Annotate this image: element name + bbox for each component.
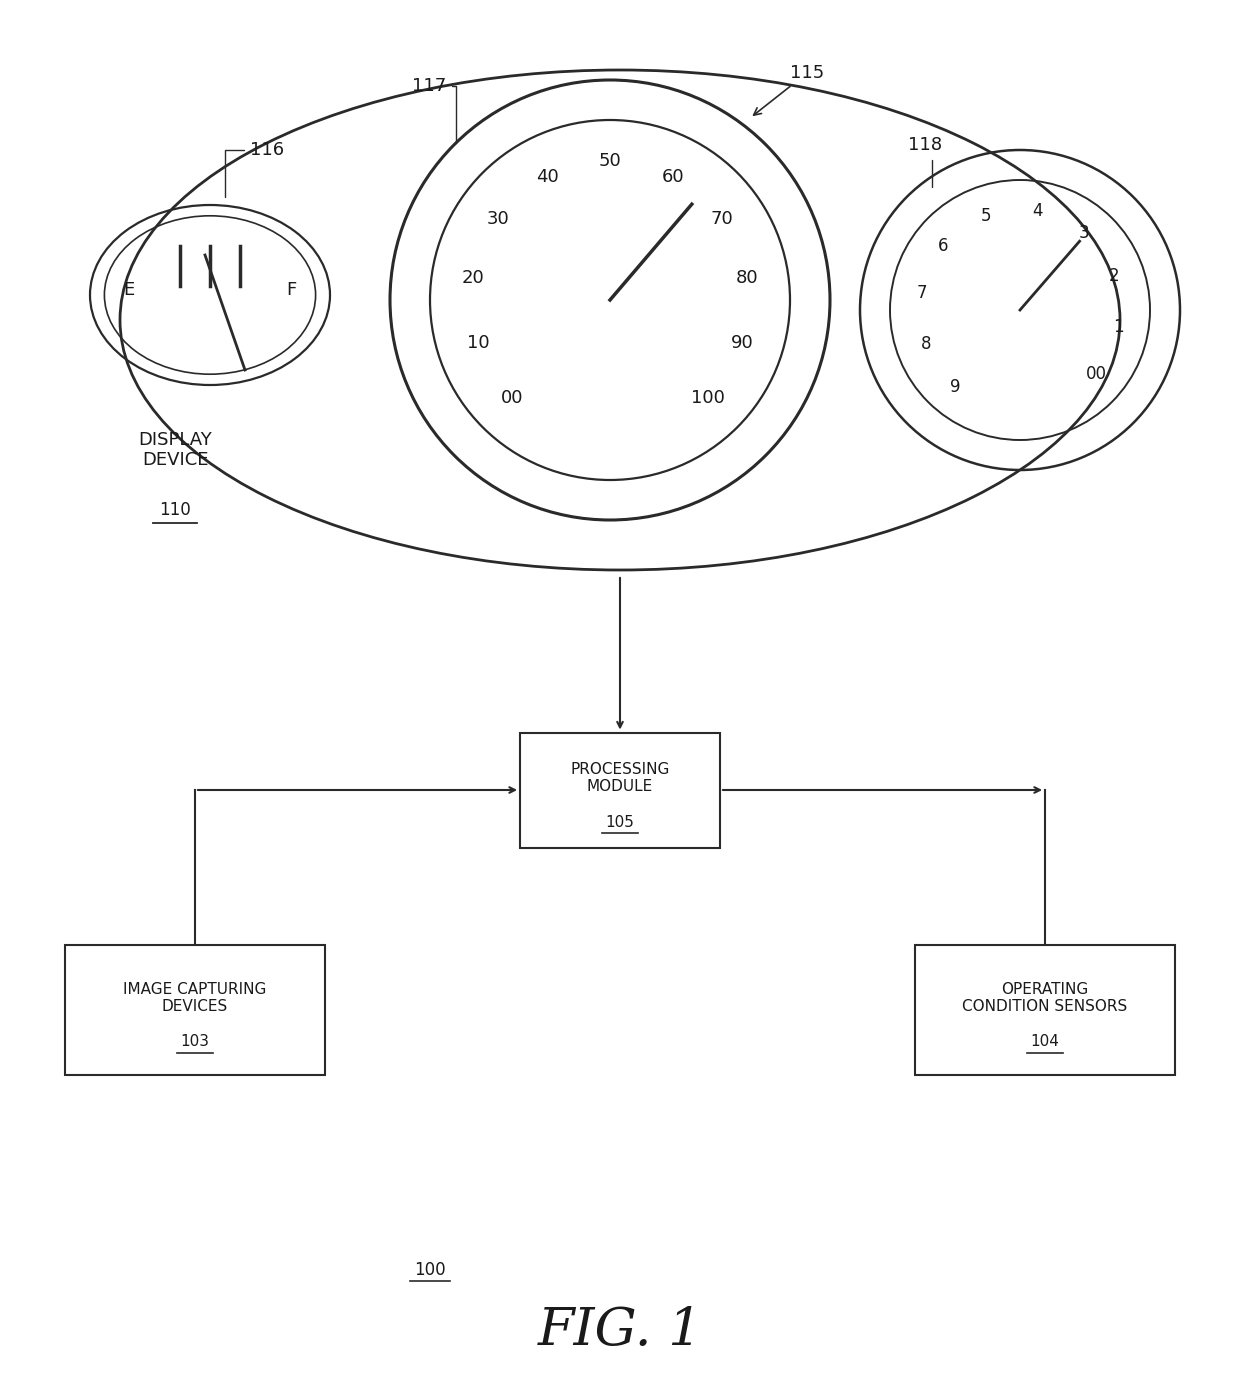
Bar bbox=[520, 732, 720, 848]
Text: 104: 104 bbox=[1030, 1034, 1059, 1050]
Text: PROCESSING
MODULE: PROCESSING MODULE bbox=[570, 762, 670, 794]
Text: E: E bbox=[123, 280, 134, 300]
Text: F: F bbox=[286, 280, 296, 300]
Text: 110: 110 bbox=[159, 501, 191, 519]
Text: 5: 5 bbox=[981, 207, 991, 225]
Text: 103: 103 bbox=[181, 1034, 210, 1050]
Text: 3: 3 bbox=[1079, 224, 1090, 242]
Text: 9: 9 bbox=[950, 377, 961, 396]
Text: 115: 115 bbox=[754, 64, 825, 115]
Text: 1: 1 bbox=[1114, 319, 1123, 337]
Bar bbox=[64, 945, 325, 1074]
Text: 30: 30 bbox=[486, 210, 510, 228]
Text: 10: 10 bbox=[467, 334, 490, 352]
Text: 40: 40 bbox=[536, 167, 558, 185]
Text: 80: 80 bbox=[735, 269, 758, 287]
Text: 100: 100 bbox=[691, 389, 725, 407]
Text: FIG. 1: FIG. 1 bbox=[538, 1305, 702, 1356]
Text: 2: 2 bbox=[1109, 267, 1120, 284]
Text: 6: 6 bbox=[939, 236, 949, 254]
Text: 50: 50 bbox=[599, 152, 621, 170]
Text: 117: 117 bbox=[412, 77, 456, 144]
Text: 20: 20 bbox=[461, 269, 485, 287]
Bar bbox=[915, 945, 1176, 1074]
Text: OPERATING
CONDITION SENSORS: OPERATING CONDITION SENSORS bbox=[962, 982, 1127, 1014]
Text: 116: 116 bbox=[224, 141, 284, 197]
Text: 8: 8 bbox=[920, 336, 931, 354]
Text: DISPLAY
DEVICE: DISPLAY DEVICE bbox=[138, 431, 212, 470]
Text: 60: 60 bbox=[662, 167, 684, 185]
Text: 00: 00 bbox=[501, 389, 523, 407]
Text: IMAGE CAPTURING
DEVICES: IMAGE CAPTURING DEVICES bbox=[123, 982, 267, 1014]
Text: 00: 00 bbox=[1086, 366, 1107, 384]
Text: 105: 105 bbox=[605, 815, 635, 830]
Text: 118: 118 bbox=[908, 135, 942, 188]
Text: 90: 90 bbox=[730, 334, 753, 352]
Text: 4: 4 bbox=[1032, 203, 1043, 221]
Text: 70: 70 bbox=[711, 210, 734, 228]
Text: 100: 100 bbox=[414, 1261, 446, 1279]
Text: 7: 7 bbox=[916, 283, 926, 301]
